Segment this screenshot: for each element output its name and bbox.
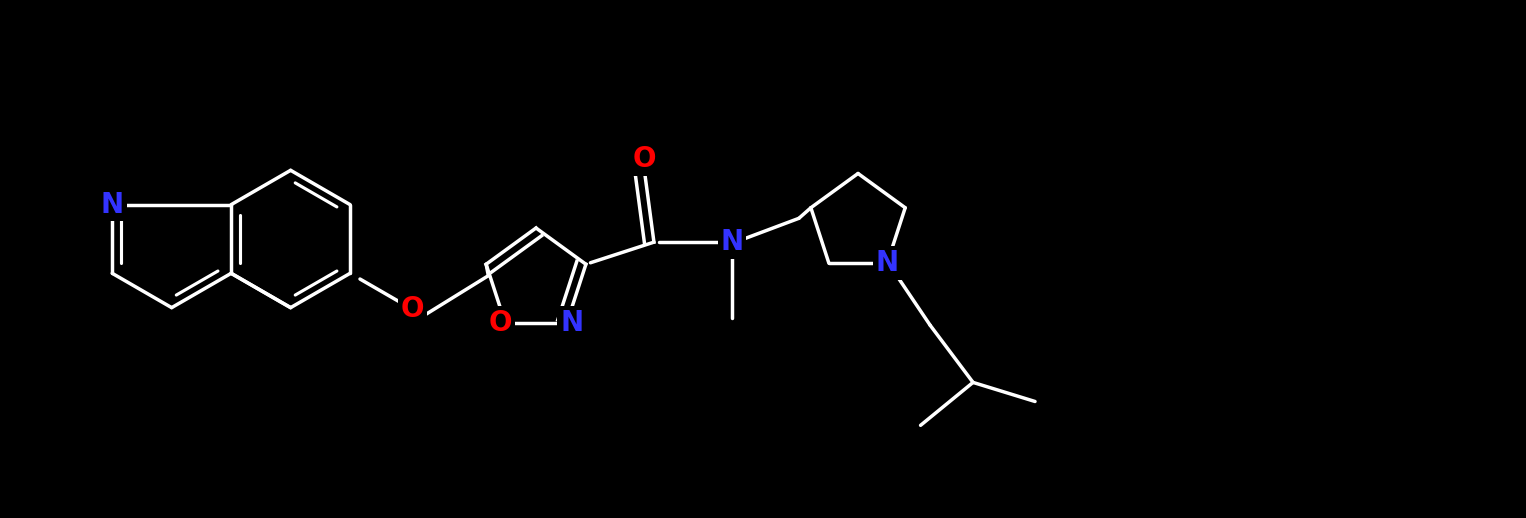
Text: N: N (876, 249, 899, 277)
Text: O: O (488, 309, 513, 337)
Text: N: N (560, 309, 583, 337)
Text: O: O (400, 295, 424, 323)
Text: N: N (101, 191, 124, 219)
Text: O: O (633, 145, 656, 173)
Text: N: N (720, 228, 743, 256)
